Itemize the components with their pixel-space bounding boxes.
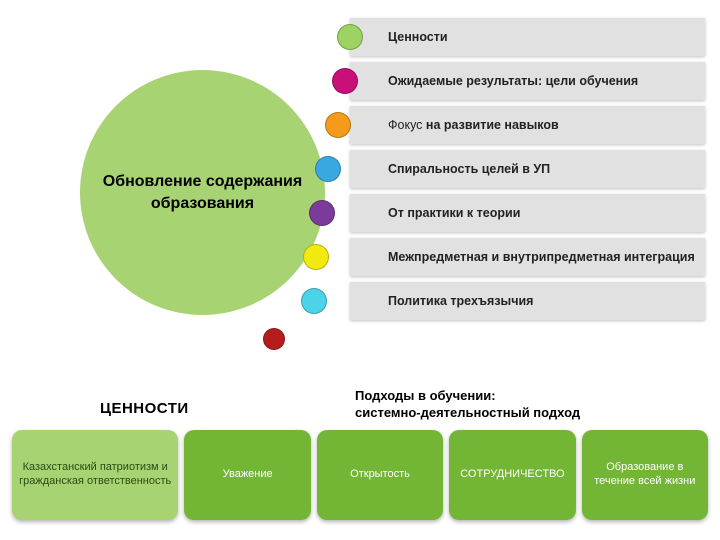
bar-dot-icon bbox=[303, 244, 329, 270]
main-circle-text: Обновление содержания образования bbox=[100, 171, 305, 214]
bar-dot-icon bbox=[309, 200, 335, 226]
value-pill: СОТРУДНИЧЕСТВО bbox=[449, 430, 575, 520]
bar-label: Спиральность целей в УП bbox=[350, 162, 556, 177]
bar-item: Фокус на развитие навыков bbox=[350, 106, 705, 144]
bar-item: Политика трехъязычия bbox=[350, 282, 705, 320]
bar-item: Межпредметная и внутрипредметная интегра… bbox=[350, 238, 705, 276]
bar-label: Ожидаемые результаты: цели обучения bbox=[350, 74, 644, 89]
bar-dot-icon bbox=[332, 68, 358, 94]
bar-label: Фокус на развитие навыков bbox=[350, 118, 565, 133]
bottom-row: Казахстанский патриотизм и гражданская о… bbox=[12, 430, 708, 520]
value-pill: Казахстанский патриотизм и гражданская о… bbox=[12, 430, 178, 520]
value-pill: Образование в течение всей жизни bbox=[582, 430, 708, 520]
bar-label: От практики к теории bbox=[350, 206, 526, 221]
bar-dot-icon bbox=[263, 328, 285, 350]
value-pill: Уважение bbox=[184, 430, 310, 520]
bars-list: Ценности Ожидаемые результаты: цели обуче… bbox=[350, 18, 705, 326]
bar-label: Политика трехъязычия bbox=[350, 294, 539, 309]
bar-item: Ожидаемые результаты: цели обучения bbox=[350, 62, 705, 100]
diagram-main: Обновление содержания образования Ценнос… bbox=[0, 0, 720, 420]
approach-header: Подходы в обучении: системно-деятельност… bbox=[355, 388, 580, 422]
approach-line2: системно-деятельностный подход bbox=[355, 405, 580, 422]
bar-label: Межпредметная и внутрипредметная интегра… bbox=[350, 250, 701, 265]
bar-item: Спиральность целей в УП bbox=[350, 150, 705, 188]
values-header: ЦЕННОСТИ bbox=[100, 400, 189, 417]
main-circle: Обновление содержания образования bbox=[80, 70, 325, 315]
bar-dot-icon bbox=[325, 112, 351, 138]
bar-label: Ценности bbox=[350, 30, 454, 45]
bar-item: Ценности bbox=[350, 18, 705, 56]
bar-dot-icon bbox=[315, 156, 341, 182]
value-pill: Открытость bbox=[317, 430, 443, 520]
bar-item: От практики к теории bbox=[350, 194, 705, 232]
bar-dot-icon bbox=[337, 24, 363, 50]
approach-line1: Подходы в обучении: bbox=[355, 388, 580, 405]
bar-dot-icon bbox=[301, 288, 327, 314]
